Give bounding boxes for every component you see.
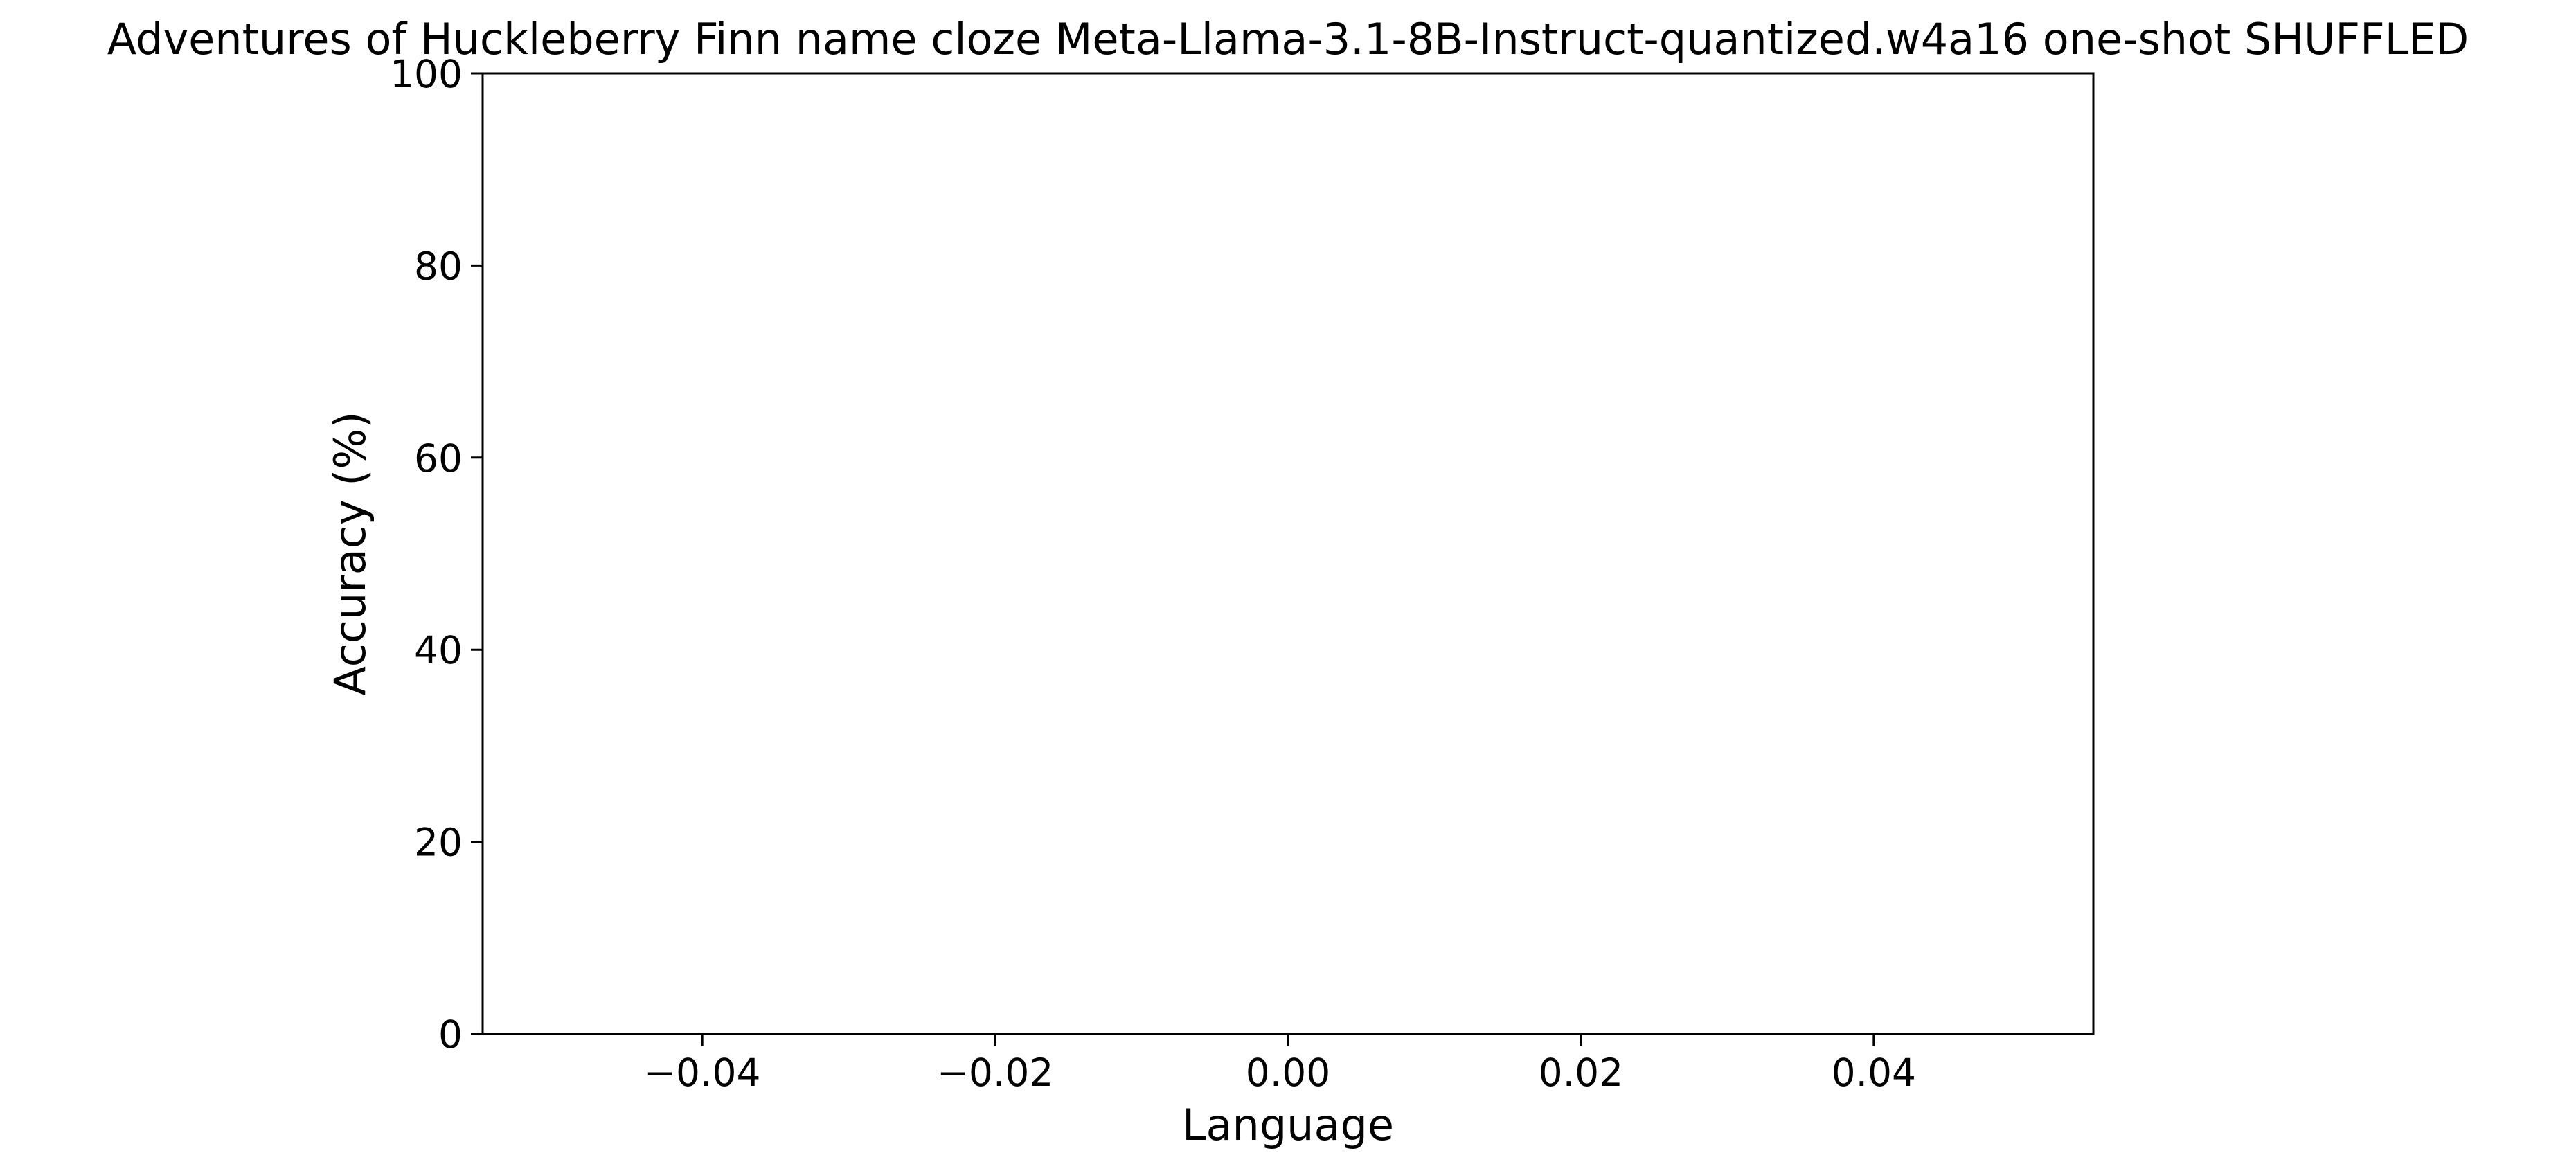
x-tick-label: −0.02	[937, 1051, 1054, 1095]
y-tick-label: 40	[414, 628, 463, 672]
y-axis-ticks: 0 20 40 60 80 100	[390, 52, 483, 1057]
x-tick-label: 0.00	[1246, 1051, 1330, 1095]
chart-title: Adventures of Huckleberry Finn name cloz…	[107, 14, 2469, 64]
x-tick-label: 0.02	[1539, 1051, 1623, 1095]
y-tick-label: 20	[414, 821, 463, 865]
plot-area-frame	[481, 72, 2095, 1035]
y-tick-label: 100	[390, 52, 463, 96]
y-tick-label: 0	[438, 1012, 463, 1057]
x-axis-label: Language	[1182, 1100, 1394, 1150]
y-axis-label: Accuracy (%)	[325, 411, 375, 695]
y-tick-label: 80	[414, 244, 463, 288]
y-tick-label: 60	[414, 436, 463, 481]
x-axis-ticks: −0.04 −0.02 0.00 0.02 0.04	[644, 1034, 1916, 1095]
x-tick-label: 0.04	[1832, 1051, 1916, 1095]
x-tick-label: −0.04	[644, 1051, 761, 1095]
